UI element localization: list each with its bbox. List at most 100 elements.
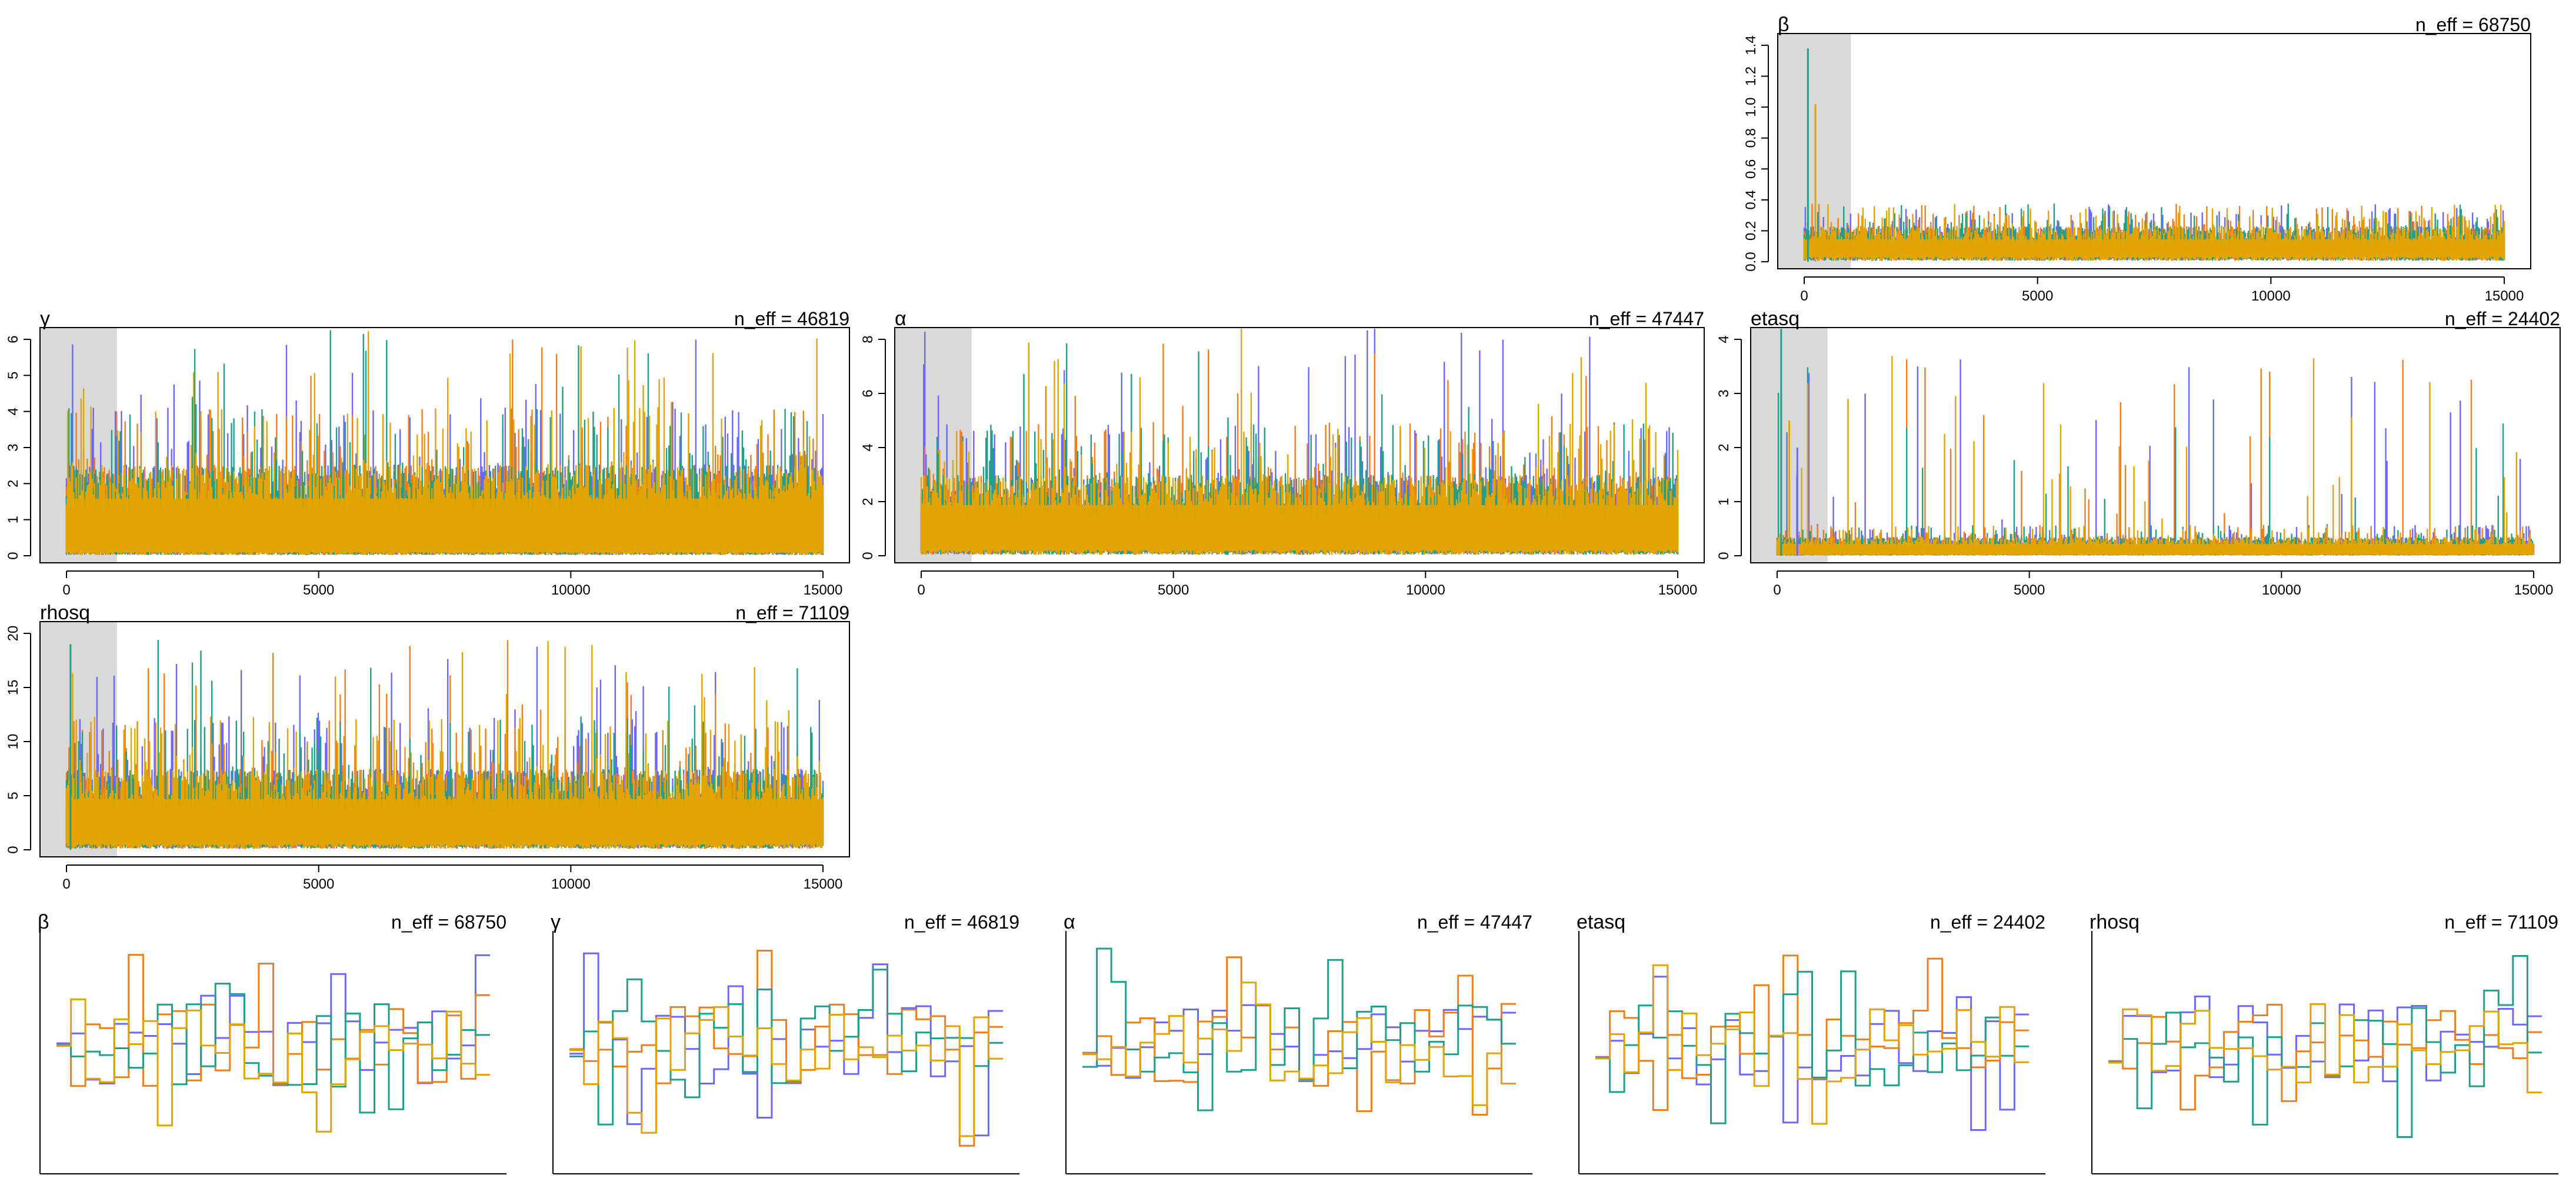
y-tick-label: 0.6 xyxy=(1743,159,1759,179)
y-tick-label: 20 xyxy=(5,626,21,642)
chain-2-rank-histogram xyxy=(569,950,1003,1147)
n-eff-label: n_eff = 71109 xyxy=(735,602,849,623)
x-tick-label: 5000 xyxy=(2014,582,2045,598)
x-tick-label: 5000 xyxy=(303,876,334,892)
plot-frame xyxy=(1750,327,2561,563)
trank-panel: α n_eff = 47447 xyxy=(1064,911,1532,1174)
y-tick-label: 0 xyxy=(5,552,21,559)
chains xyxy=(65,330,824,555)
y-tick-label: 0.8 xyxy=(1743,128,1759,148)
trace-panel: γ n_eff = 46819 0 5000 10000 15000 0 1 2 3 4 5 6 xyxy=(5,308,850,598)
chains xyxy=(920,329,1679,555)
y-tick-label: 5 xyxy=(5,372,21,379)
x-tick-label: 15000 xyxy=(804,876,843,892)
y-tick-label: 3 xyxy=(5,443,21,451)
panel-title: β xyxy=(1778,14,1789,36)
panel-title: rhosq xyxy=(40,602,90,624)
y-tick-label: 2 xyxy=(860,498,876,505)
chain-4-body xyxy=(66,799,823,844)
y-tick-label: 4 xyxy=(860,443,876,451)
y-tick-label: 1.0 xyxy=(1743,97,1759,116)
chain-2-trace xyxy=(1776,359,2535,556)
x-tick-label: 0 xyxy=(62,582,70,598)
n-eff-label: n_eff = 47447 xyxy=(1589,308,1704,329)
panel-title: etasq xyxy=(1751,308,1799,330)
panel-title: rhosq xyxy=(2090,911,2140,933)
x-tick-label: 10000 xyxy=(1406,582,1445,598)
chain-4-rank-histogram xyxy=(1082,982,1516,1106)
n-eff-label: n_eff = 46819 xyxy=(904,912,1019,933)
trank-panel: rhosq n_eff = 71109 xyxy=(2090,911,2558,1174)
y-tick-label: 4 xyxy=(5,408,21,415)
y-tick-label: 1 xyxy=(1716,498,1732,505)
n-eff-label: n_eff = 68750 xyxy=(391,912,506,933)
x-tick-label: 10000 xyxy=(551,582,591,598)
panel-title: etasq xyxy=(1577,911,1625,933)
trank-panel: γ n_eff = 46819 xyxy=(551,911,1019,1174)
y-tick-label: 0.2 xyxy=(1743,221,1759,241)
x-tick-label: 15000 xyxy=(804,582,843,598)
x-tick-label: 5000 xyxy=(2022,288,2053,304)
x-tick-label: 10000 xyxy=(551,876,591,892)
y-tick-label: 2 xyxy=(5,480,21,488)
chain-4-rank-histogram xyxy=(2108,1003,2542,1094)
y-tick-label: 1.4 xyxy=(1743,35,1759,55)
y-tick-label: 15 xyxy=(5,680,21,696)
n-eff-label: n_eff = 47447 xyxy=(1417,912,1532,933)
panel-title: β xyxy=(38,911,49,933)
chain-4-body xyxy=(66,498,823,552)
chain-3-rank-histogram xyxy=(569,969,1003,1126)
x-tick-label: 10000 xyxy=(2251,288,2291,304)
x-tick-label: 5000 xyxy=(303,582,334,598)
chain-4-body xyxy=(1777,544,2534,555)
plot-frame xyxy=(39,621,850,857)
y-tick-label: 5 xyxy=(5,792,21,799)
trace-panel: β n_eff = 68750 0 5000 10000 15000 0.0 0.2 0.4 0.… xyxy=(1743,14,2531,304)
x-tick-label: 15000 xyxy=(2485,288,2524,304)
y-tick-label: 6 xyxy=(860,389,876,397)
n-eff-label: n_eff = 71109 xyxy=(2444,912,2558,933)
panel-title: γ xyxy=(40,308,50,330)
y-tick-label: 2 xyxy=(1716,443,1732,451)
panel-title: α xyxy=(895,308,907,330)
trank-panel: etasq n_eff = 24402 xyxy=(1577,911,2045,1174)
chain-4-body xyxy=(921,505,1678,550)
y-tick-label: 0 xyxy=(5,846,21,853)
chain-4-rank-histogram xyxy=(569,1006,1003,1137)
y-tick-label: 0.0 xyxy=(1743,252,1759,271)
chain-3-rank-histogram xyxy=(1082,947,1516,1111)
y-tick-label: 10 xyxy=(5,734,21,750)
trace-panel: etasq n_eff = 24402 0 5000 10000 15000 0 1 2 3 4 xyxy=(1716,308,2561,598)
chains xyxy=(1776,329,2535,556)
x-tick-label: 5000 xyxy=(1158,582,1189,598)
y-tick-label: 8 xyxy=(860,335,876,343)
n-eff-label: n_eff = 68750 xyxy=(2415,14,2531,35)
y-tick-label: 0 xyxy=(1716,552,1732,559)
y-tick-label: 1.2 xyxy=(1743,66,1759,86)
x-tick-label: 15000 xyxy=(2514,582,2554,598)
x-tick-label: 0 xyxy=(917,582,925,598)
y-tick-label: 6 xyxy=(5,335,21,343)
chain-3-trace xyxy=(1776,367,2535,556)
x-tick-label: 0 xyxy=(1800,288,1808,304)
chains xyxy=(65,640,824,850)
n-eff-label: n_eff = 24402 xyxy=(2445,308,2560,329)
plot-frame xyxy=(1777,33,2531,269)
y-tick-label: 4 xyxy=(1716,335,1732,343)
chain-1-trace xyxy=(1776,359,2535,556)
x-tick-label: 15000 xyxy=(1658,582,1698,598)
chain-2-rank-histogram xyxy=(56,954,490,1087)
chains xyxy=(1803,48,2505,262)
trace-panel: rhosq n_eff = 71109 0 5000 10000 15000 0 5 10 15 2… xyxy=(5,602,850,892)
chain-4-rank-histogram xyxy=(56,998,490,1133)
panel-title: α xyxy=(1064,911,1075,933)
trank-panel: β n_eff = 68750 xyxy=(38,911,506,1174)
trace-panel: α n_eff = 47447 0 5000 10000 15000 0 2 4 6 8 xyxy=(860,308,1705,598)
n-eff-label: n_eff = 46819 xyxy=(734,308,849,329)
panel-title: γ xyxy=(551,911,561,933)
y-tick-label: 0.4 xyxy=(1743,190,1759,209)
chain-4-trace xyxy=(1776,356,2535,556)
plot-frame xyxy=(894,327,1705,563)
plot-frame xyxy=(39,327,850,563)
